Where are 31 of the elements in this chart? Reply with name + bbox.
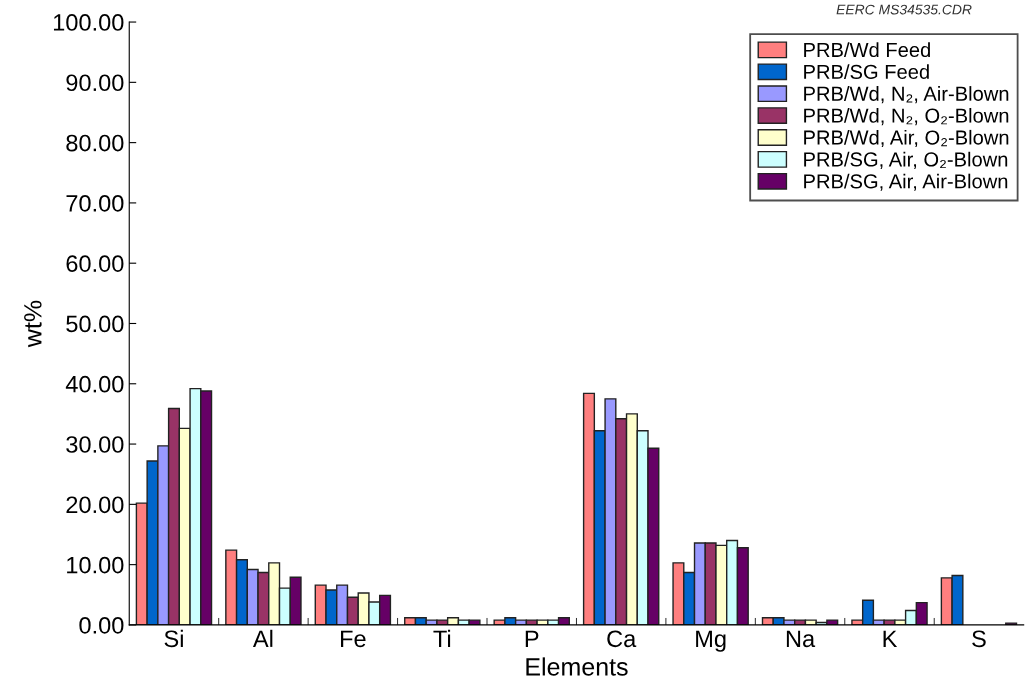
y-tick-label: 60.00: [66, 255, 124, 272]
legend-label: PRB/Wd, N₂, Air-Blown: [804, 86, 1009, 104]
legend-label: PRB/SG Feed: [804, 64, 929, 79]
x-tick-label: Ti: [433, 629, 451, 647]
x-tick-label: Fe: [341, 630, 366, 648]
x-axis-title: Elements: [526, 657, 628, 676]
y-tick-label: 40.00: [65, 375, 124, 393]
x-tick-label: S: [972, 630, 986, 648]
x-tick-label: Na: [786, 630, 816, 648]
y-tick-label: 90.00: [66, 74, 124, 92]
x-tick-label: K: [883, 630, 898, 647]
legend-label: PRB/Wd Feed: [804, 42, 930, 58]
legend-label: PRB/SG, Air, O₂-Blown: [804, 151, 1008, 169]
y-tick-label: 100.00: [53, 14, 124, 31]
y-tick-label: 50.00: [66, 315, 124, 333]
legend-label: PRB/Wd, N₂, O₂-Blown: [804, 107, 1009, 126]
x-tick-label: P: [525, 630, 539, 647]
y-tick-label: 0.00: [79, 616, 124, 634]
y-tick-label: 10.00: [67, 556, 124, 574]
legend-label: PRB/Wd, Air, O₂-Blown: [804, 129, 1009, 148]
y-tick-label: 30.00: [66, 436, 124, 453]
y-tick-label: 20.00: [66, 496, 124, 514]
y-tick-label: 80.00: [66, 134, 124, 152]
x-tick-label: Si: [164, 629, 183, 648]
y-tick-label: 70.00: [66, 194, 124, 212]
x-tick-label: Mg: [696, 630, 726, 652]
y-axis-title: wt%: [24, 300, 42, 348]
x-tick-label: Al: [252, 629, 273, 647]
x-tick-label: Ca: [607, 630, 637, 648]
legend-label: PRB/SG, Air, Air-Blown: [804, 173, 1008, 191]
text: EERC MS34535.CDR: [836, 4, 972, 15]
